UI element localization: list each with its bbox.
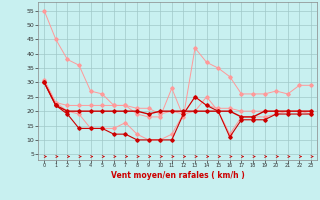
X-axis label: Vent moyen/en rafales ( km/h ): Vent moyen/en rafales ( km/h ) — [111, 171, 244, 180]
